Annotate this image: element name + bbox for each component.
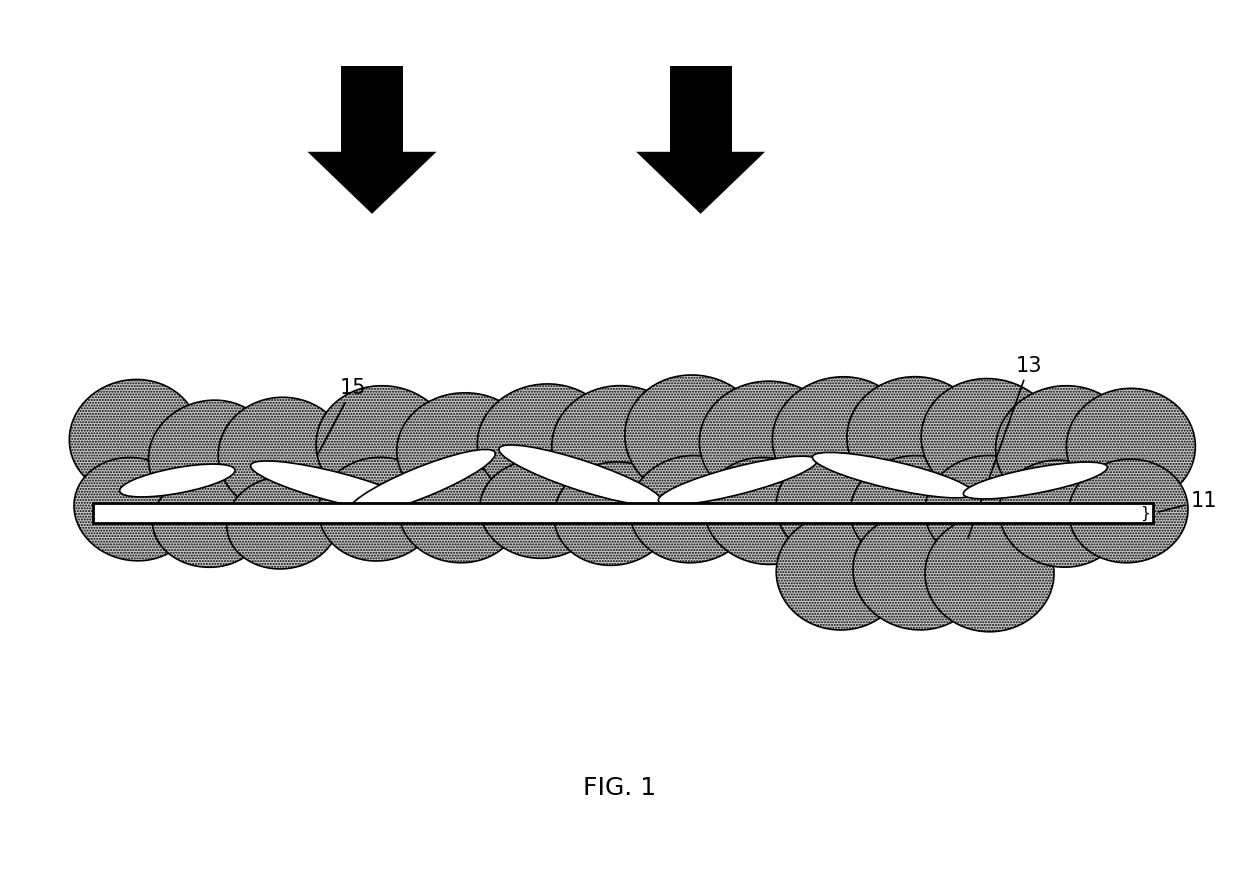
Ellipse shape: [658, 457, 817, 505]
Ellipse shape: [996, 386, 1132, 508]
Text: 11: 11: [1158, 491, 1216, 512]
Ellipse shape: [119, 465, 236, 497]
Ellipse shape: [999, 460, 1123, 568]
Ellipse shape: [399, 465, 518, 563]
Ellipse shape: [149, 401, 273, 511]
Ellipse shape: [776, 514, 905, 630]
Polygon shape: [636, 153, 765, 215]
Ellipse shape: [552, 386, 688, 508]
Bar: [341, 67, 403, 153]
Ellipse shape: [316, 386, 453, 508]
Ellipse shape: [925, 456, 1049, 563]
Ellipse shape: [812, 453, 973, 498]
Ellipse shape: [963, 462, 1107, 500]
Ellipse shape: [630, 456, 754, 563]
Polygon shape: [308, 153, 436, 215]
Ellipse shape: [227, 477, 339, 569]
Ellipse shape: [776, 454, 900, 561]
Ellipse shape: [74, 458, 193, 561]
Ellipse shape: [477, 384, 614, 501]
Text: 13: 13: [968, 356, 1043, 538]
Ellipse shape: [773, 377, 909, 499]
Ellipse shape: [1069, 460, 1188, 563]
Ellipse shape: [480, 460, 599, 559]
Ellipse shape: [921, 379, 1058, 501]
Ellipse shape: [625, 375, 764, 501]
Ellipse shape: [250, 461, 419, 513]
Bar: [93, 503, 1153, 523]
Text: $\}$: $\}$: [1140, 504, 1149, 522]
Text: FIG. 1: FIG. 1: [584, 775, 656, 798]
Ellipse shape: [847, 377, 983, 499]
Text: 15: 15: [317, 378, 367, 455]
Ellipse shape: [851, 456, 975, 563]
Ellipse shape: [397, 393, 533, 510]
Bar: [670, 67, 732, 153]
Ellipse shape: [699, 382, 838, 503]
Ellipse shape: [218, 398, 347, 514]
Ellipse shape: [554, 462, 673, 566]
Ellipse shape: [153, 478, 264, 568]
Ellipse shape: [319, 458, 438, 561]
Ellipse shape: [704, 458, 828, 565]
Ellipse shape: [69, 380, 198, 496]
Ellipse shape: [1066, 389, 1195, 505]
Ellipse shape: [348, 450, 495, 516]
Ellipse shape: [498, 445, 662, 506]
Ellipse shape: [853, 514, 982, 630]
Ellipse shape: [925, 516, 1054, 632]
